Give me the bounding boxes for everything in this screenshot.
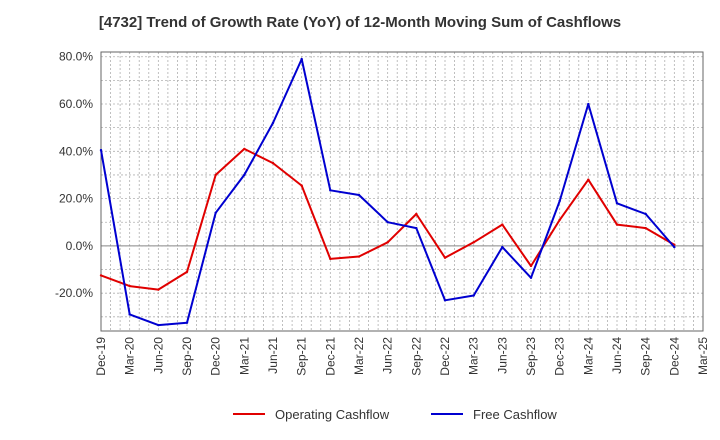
x-tick-label: Sep-21 (295, 337, 309, 376)
x-tick-label: Sep-24 (639, 337, 653, 376)
data-point-free-cashflow (271, 121, 275, 125)
x-tick-label: Sep-23 (524, 337, 538, 376)
plot-frame (100, 51, 704, 332)
y-tick-label: 80.0% (59, 50, 93, 64)
data-point-operating-cashflow (185, 270, 189, 274)
data-point-operating-cashflow (615, 223, 619, 226)
legend-label-free-cashflow: Free Cashflow (473, 407, 557, 422)
data-point-operating-cashflow (472, 241, 475, 244)
data-point-free-cashflow (357, 193, 361, 197)
data-point-operating-cashflow (529, 264, 533, 268)
x-tick-label: Jun-24 (610, 337, 624, 374)
x-tick-label: Sep-22 (409, 337, 423, 376)
data-point-operating-cashflow (99, 274, 103, 277)
data-point-free-cashflow (415, 226, 418, 230)
data-point-free-cashflow (386, 221, 389, 224)
x-tick-label: Mar-24 (581, 337, 595, 375)
data-point-free-cashflow (501, 245, 504, 249)
x-tick-label: Jun-23 (495, 337, 509, 374)
data-point-free-cashflow (185, 321, 189, 324)
data-point-free-cashflow (300, 57, 303, 61)
data-point-operating-cashflow (157, 288, 160, 291)
data-point-operating-cashflow (214, 173, 217, 177)
data-point-operating-cashflow (587, 178, 590, 181)
data-point-operating-cashflow (329, 257, 332, 261)
x-tick-label: Jun-21 (266, 337, 280, 374)
data-point-free-cashflow (587, 102, 590, 106)
data-point-operating-cashflow (415, 212, 418, 216)
data-point-free-cashflow (443, 299, 447, 302)
data-point-operating-cashflow (300, 184, 303, 187)
data-point-operating-cashflow (128, 284, 131, 288)
data-point-free-cashflow (673, 245, 676, 249)
data-point-free-cashflow (157, 323, 160, 327)
data-point-operating-cashflow (357, 255, 361, 258)
y-tick-label: 20.0% (59, 192, 93, 206)
data-point-operating-cashflow (386, 241, 389, 244)
data-point-free-cashflow (128, 313, 131, 316)
x-tick-label: Dec-19 (94, 337, 108, 376)
data-point-free-cashflow (99, 148, 103, 152)
data-point-operating-cashflow (271, 161, 275, 165)
x-tick-label: Dec-22 (438, 337, 452, 376)
chart-title: [4732] Trend of Growth Rate (YoY) of 12-… (98, 14, 622, 31)
data-point-free-cashflow (243, 173, 246, 177)
legend-label-operating-cashflow: Operating Cashflow (275, 407, 390, 422)
data-point-free-cashflow (472, 294, 475, 297)
x-tick-label: Mar-21 (237, 337, 251, 375)
x-tick-label: Jun-22 (381, 337, 395, 374)
data-point-free-cashflow (529, 276, 533, 280)
x-tick-label: Mar-22 (352, 337, 366, 375)
data-point-free-cashflow (214, 211, 217, 214)
x-tick-label: Dec-21 (323, 337, 337, 376)
x-tick-label: Dec-20 (209, 337, 223, 376)
x-tick-label: Dec-24 (667, 337, 681, 376)
data-point-free-cashflow (644, 212, 647, 216)
x-tick-label: Mar-25 (696, 337, 710, 375)
y-tick-label: -20.0% (55, 286, 93, 300)
x-tick-label: Mar-23 (467, 337, 481, 375)
data-point-operating-cashflow (558, 218, 561, 222)
x-tick-label: Dec-23 (553, 337, 567, 376)
data-point-operating-cashflow (644, 226, 647, 230)
x-tick-label: Sep-20 (180, 337, 194, 376)
x-tick-label: Jun-20 (151, 337, 165, 374)
y-tick-label: 40.0% (59, 144, 93, 158)
data-point-operating-cashflow (243, 147, 246, 151)
x-tick-label: Mar-20 (123, 337, 137, 375)
data-point-free-cashflow (615, 202, 619, 205)
y-tick-label: 60.0% (59, 97, 93, 111)
data-point-operating-cashflow (443, 256, 447, 259)
data-point-operating-cashflow (501, 223, 504, 226)
plot-area (101, 52, 703, 331)
data-point-free-cashflow (329, 189, 332, 192)
y-tick-label: 0.0% (66, 239, 94, 253)
data-point-free-cashflow (558, 199, 561, 203)
